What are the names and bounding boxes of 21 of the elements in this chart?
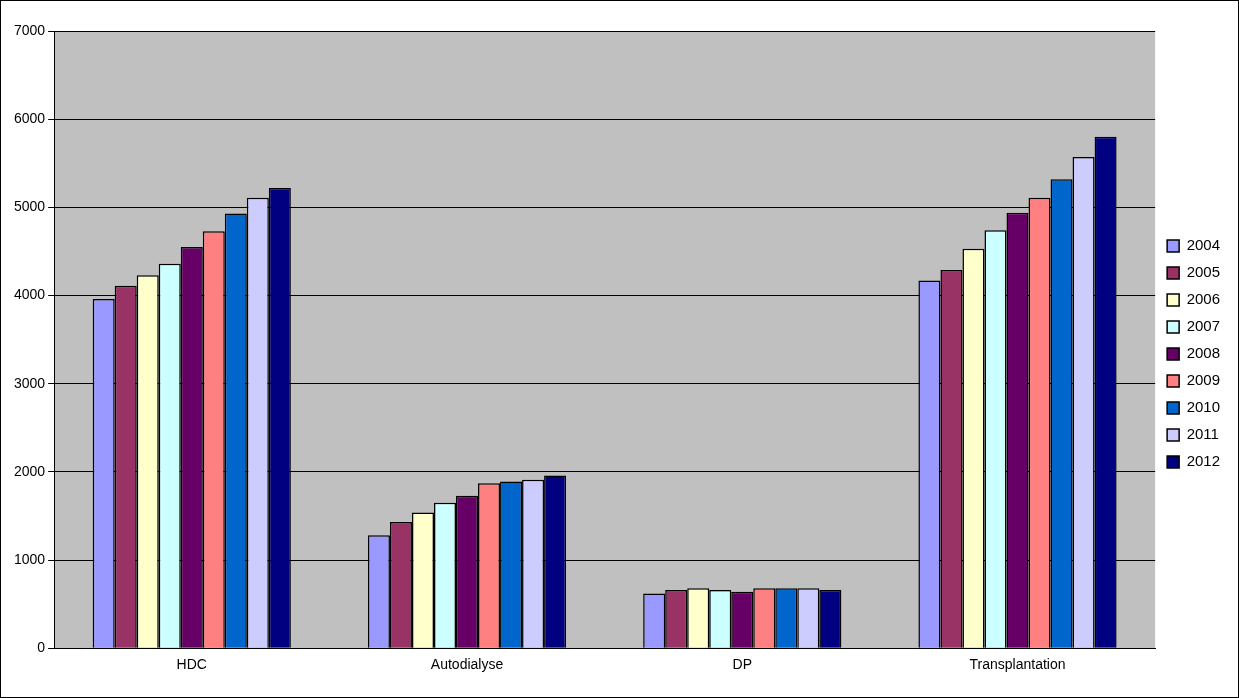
legend-label: 2008 bbox=[1186, 344, 1221, 362]
y-tick-label: 3000 bbox=[13, 374, 46, 391]
legend-label: 2004 bbox=[1186, 236, 1221, 254]
legend-label: 2010 bbox=[1186, 398, 1221, 416]
legend-label: 2012 bbox=[1186, 452, 1221, 470]
y-tick-label: 2000 bbox=[13, 462, 46, 479]
x-tick-label: HDC bbox=[176, 656, 207, 673]
legend-label: 2011 bbox=[1186, 425, 1219, 443]
x-tick-label: Transplantation bbox=[969, 656, 1066, 673]
y-tick-label: 7000 bbox=[13, 21, 46, 38]
y-tick-label: 5000 bbox=[13, 198, 46, 215]
legend-label: 2007 bbox=[1186, 317, 1221, 335]
legend-label: 2006 bbox=[1186, 290, 1221, 308]
y-tick-label: 4000 bbox=[13, 286, 46, 303]
y-tick-label: 1000 bbox=[13, 550, 46, 567]
legend-label: 2005 bbox=[1186, 263, 1221, 281]
x-tick-label: DP bbox=[732, 656, 752, 673]
y-tick-label: 0 bbox=[37, 639, 46, 656]
legend-label: 2009 bbox=[1186, 371, 1221, 389]
y-tick-label: 6000 bbox=[13, 110, 46, 127]
x-tick-label: Autodialyse bbox=[430, 656, 504, 673]
